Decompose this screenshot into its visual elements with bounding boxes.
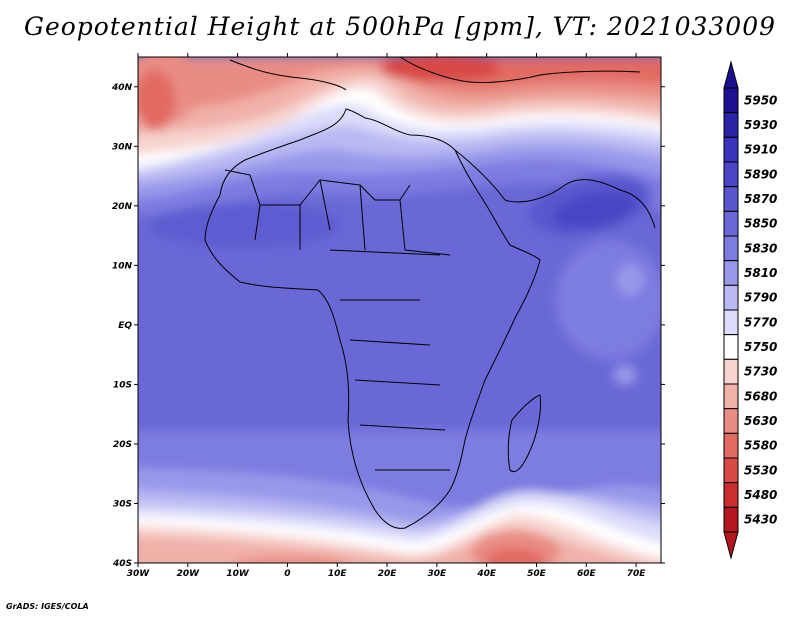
colorbar-level-label: 5850 — [744, 217, 777, 231]
colorbar-swatch — [723, 87, 739, 114]
lon-tick-label: 0 — [284, 569, 290, 579]
lat-tick-label: 20N — [112, 202, 133, 212]
lat-tick-label: 30S — [113, 499, 132, 509]
colorbar-level-label: 5830 — [744, 241, 777, 255]
lat-tick-label: 10S — [113, 380, 132, 390]
colorbar-swatch — [723, 112, 739, 138]
lon-tick-label: 70E — [627, 569, 647, 579]
colorbar-level-label: 5930 — [744, 118, 777, 132]
colorbar-top-arrow — [723, 60, 739, 89]
colorbar-swatch — [723, 136, 739, 163]
colorbar-level-label: 5770 — [744, 315, 777, 329]
colorbar-swatch — [723, 358, 739, 385]
colorbar-swatch — [723, 235, 739, 262]
colorbar-swatch — [723, 457, 739, 484]
credit-footer: GrADS: IGES/COLA — [6, 602, 89, 611]
colorbar-level-label: 5630 — [744, 414, 777, 428]
colorbar-swatch — [723, 186, 739, 212]
lat-tick-label: 40S — [112, 559, 132, 569]
colorbar-swatch — [723, 284, 739, 311]
lat-tick-label: 20S — [113, 440, 132, 450]
colorbar-swatch — [723, 383, 739, 410]
colorbar-level-label: 5810 — [744, 266, 777, 280]
colorbar-level-label: 5530 — [744, 463, 777, 477]
colorbar: 5950 5930 5910 5890 5870 5850 5830 5810 5790 5770… — [723, 60, 777, 560]
lon-tick-label: 10E — [328, 569, 348, 579]
lon-tick-label: 40E — [476, 569, 497, 579]
colorbar-swatch — [723, 408, 739, 434]
colorbar-level-label: 5950 — [744, 93, 777, 107]
colorbar-level-label: 5790 — [744, 291, 777, 305]
lat-tick-label: 30N — [112, 142, 133, 152]
lat-tick-label: 10N — [112, 261, 133, 271]
colorbar-level-label: 5730 — [744, 365, 777, 379]
lon-tick-label: 20W — [177, 569, 201, 579]
colorbar-level-label: 5480 — [744, 488, 777, 502]
colorbar-swatch — [723, 506, 739, 533]
lat-tick-label: EQ — [118, 321, 132, 331]
lon-tick-label: 10W — [226, 569, 250, 579]
colorbar-level-label: 5430 — [744, 513, 777, 527]
height-field — [138, 57, 661, 563]
colorbar-swatch — [723, 210, 739, 237]
colorbar-swatch — [723, 334, 739, 360]
lon-tick-label: 30E — [428, 569, 448, 579]
colorbar-level-label: 5910 — [744, 143, 777, 157]
colorbar-level-label: 5750 — [744, 340, 777, 354]
colorbar-swatch — [723, 482, 739, 508]
colorbar-swatch — [723, 161, 739, 188]
colorbar-swatch — [723, 432, 739, 459]
lat-tick-label: 40N — [111, 83, 133, 93]
lon-tick-label: 20E — [378, 569, 398, 579]
colorbar-level-label: 5680 — [744, 389, 777, 403]
lon-tick-label: 30W — [127, 569, 151, 579]
colorbar-swatch — [723, 309, 739, 336]
map-frame — [137, 56, 662, 564]
colorbar-bottom-arrow — [723, 531, 739, 560]
latitude-axis: 40N 30N 20N 10N EQ 10S 20S 30S 40S — [111, 83, 665, 569]
longitude-axis: 30W 20W 10W 0 10E 20E 30E 40E 50E 60E 70E — [127, 53, 647, 579]
lon-tick-label: 50E — [527, 569, 547, 579]
colorbar-level-label: 5890 — [744, 167, 777, 181]
map-title: Geopotential Height at 500hPa [gpm], VT:… — [23, 12, 777, 41]
colorbar-level-label: 5870 — [744, 192, 777, 206]
colorbar-swatch — [723, 260, 739, 286]
coastlines — [204, 57, 656, 529]
lon-tick-label: 60E — [577, 569, 597, 579]
colorbar-level-label: 5580 — [744, 439, 777, 453]
